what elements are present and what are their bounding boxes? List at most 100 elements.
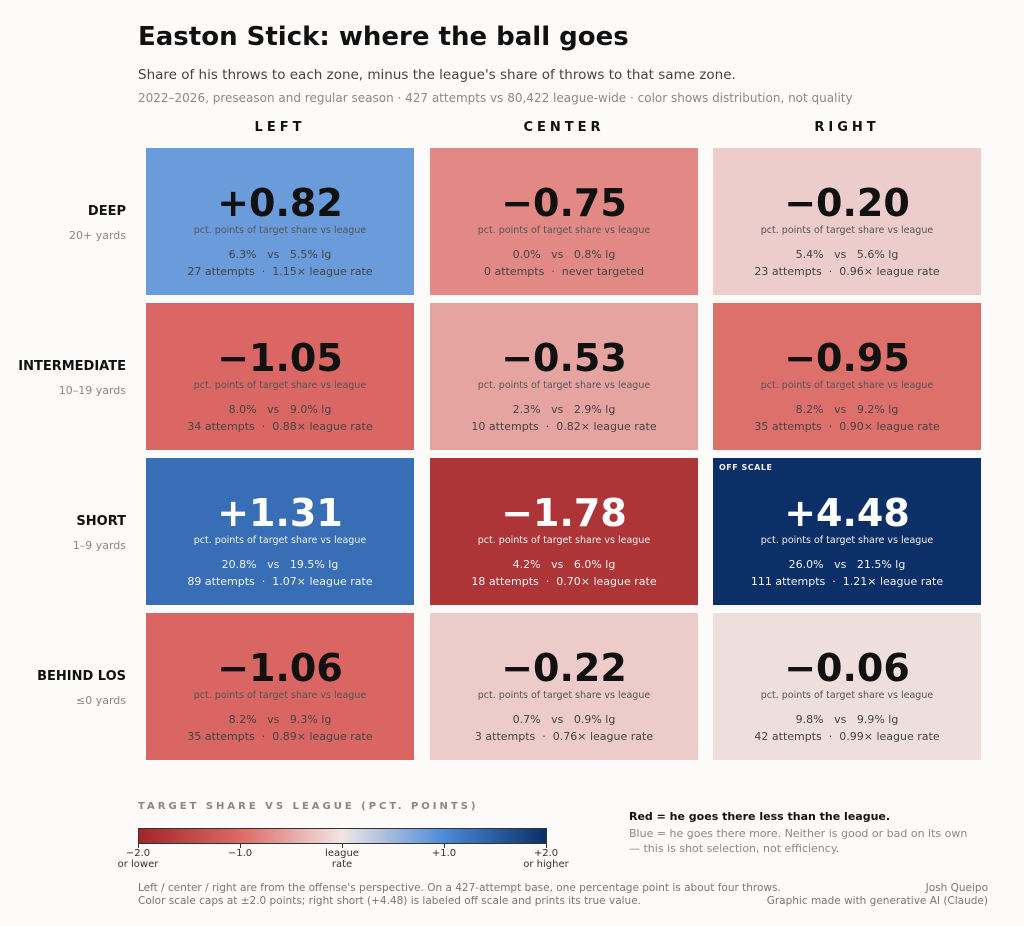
cell-value: +1.31: [217, 491, 343, 535]
color-scale-tick-label: −1.0: [200, 848, 280, 859]
cell-value: −0.95: [784, 336, 910, 380]
row-name: SHORT: [76, 514, 126, 529]
tick-label-line: league: [325, 848, 359, 859]
credit-tool: Graphic made with generative AI (Claude): [766, 895, 988, 907]
row-header-intermediate: INTERMEDIATE 10–19 yards: [0, 359, 126, 397]
row-name: INTERMEDIATE: [18, 359, 126, 374]
off-scale-flag: OFF SCALE: [719, 463, 773, 472]
cell-value: −1.05: [217, 336, 343, 380]
cell-unit: pct. points of target share vs league: [760, 690, 934, 701]
color-scale-tick: [444, 844, 445, 848]
heatmap-cell-intermediate-left: −1.05 pct. points of target share vs leag…: [146, 303, 414, 450]
color-scale-tick: [138, 844, 139, 848]
cell-share-comparison: 0.7% vs 0.9% lg: [512, 713, 616, 726]
cell-attempts: 23 attempts · 0.96× league rate: [754, 265, 940, 278]
row-yardage: 10–19 yards: [58, 384, 126, 397]
cell-share-comparison: 20.8% vs 19.5% lg: [221, 558, 339, 571]
cell-attempts: 18 attempts · 0.70× league rate: [471, 575, 657, 588]
cell-share-comparison: 8.2% vs 9.3% lg: [228, 713, 332, 726]
cell-unit: pct. points of target share vs league: [760, 380, 934, 391]
cell-value: −1.78: [501, 491, 627, 535]
cell-attempts: 27 attempts · 1.15× league rate: [187, 265, 373, 278]
tick-label-line: −1.0: [227, 848, 253, 859]
row-header-behind-los: BEHIND LOS ≤0 yards: [0, 669, 126, 707]
heatmap-cell-deep-left: +0.82 pct. points of target share vs leag…: [146, 148, 414, 295]
color-scale-tick: [240, 844, 241, 848]
cell-share-comparison: 0.0% vs 0.8% lg: [512, 248, 616, 261]
key-blue-meaning: Blue = he goes there more. Neither is go…: [629, 827, 968, 855]
cell-unit: pct. points of target share vs league: [477, 380, 651, 391]
cell-unit: pct. points of target share vs league: [760, 535, 934, 546]
heatmap-cell-short-right: +4.48 pct. points of target share vs leag…: [713, 458, 981, 605]
cell-attempts: 42 attempts · 0.99× league rate: [754, 730, 940, 743]
chart-subtitle: Share of his throws to each zone, minus …: [138, 67, 736, 83]
cell-attempts: 111 attempts · 1.21× league rate: [750, 575, 944, 588]
row-header-short: SHORT 1–9 yards: [0, 514, 126, 552]
color-scale-tick-label: −2.0 or lower: [98, 848, 178, 870]
cell-unit: pct. points of target share vs league: [760, 225, 934, 236]
cell-attempts: 0 attempts · never targeted: [483, 265, 645, 278]
heatmap-cell-deep-right: −0.20 pct. points of target share vs leag…: [713, 148, 981, 295]
cell-attempts: 10 attempts · 0.82× league rate: [471, 420, 657, 433]
footnote-line: Color scale caps at ±2.0 points; right s…: [138, 895, 641, 907]
cell-attempts: 35 attempts · 0.89× league rate: [187, 730, 373, 743]
color-scale-tick: [546, 844, 547, 848]
color-scale-tick-label: +1.0: [404, 848, 484, 859]
heatmap-cell-behind-los-left: −1.06 pct. points of target share vs leag…: [146, 613, 414, 760]
cell-share-comparison: 9.8% vs 9.9% lg: [795, 713, 899, 726]
cell-value: −1.06: [217, 646, 343, 690]
tick-label-line: +1.0: [431, 848, 457, 859]
credit-author: Josh Queipo: [925, 882, 988, 894]
key-red-meaning: Red = he goes there less than the league…: [629, 810, 891, 823]
credit: Josh Queipo Graphic made with generative…: [767, 882, 988, 908]
color-scale-tick-label: +2.0 or higher: [506, 848, 586, 870]
cell-share-comparison: 8.0% vs 9.0% lg: [228, 403, 332, 416]
tick-label-line: rate: [331, 859, 353, 870]
cell-unit: pct. points of target share vs league: [477, 535, 651, 546]
heatmap-cell-intermediate-right: −0.95 pct. points of target share vs leag…: [713, 303, 981, 450]
heatmap-cell-short-left: +1.31 pct. points of target share vs leag…: [146, 458, 414, 605]
column-header-left: LEFT: [254, 120, 306, 135]
heatmap-cell-behind-los-right: −0.06 pct. points of target share vs leag…: [713, 613, 981, 760]
cell-attempts: 89 attempts · 1.07× league rate: [187, 575, 373, 588]
tick-label-line: −2.0: [125, 848, 151, 859]
column-header-right: RIGHT: [814, 120, 880, 135]
cell-value: −0.53: [501, 336, 627, 380]
color-scale-tick: [342, 844, 343, 848]
heatmap-cell-behind-los-center: −0.22 pct. points of target share vs leag…: [430, 613, 698, 760]
row-yardage: 1–9 yards: [72, 539, 126, 552]
cell-unit: pct. points of target share vs league: [477, 225, 651, 236]
chart-title: Easton Stick: where the ball goes: [138, 22, 629, 52]
row-yardage: 20+ yards: [68, 229, 126, 242]
row-name: DEEP: [87, 204, 126, 219]
legend-title: TARGET SHARE VS LEAGUE (PCT. POINTS): [138, 801, 479, 812]
cell-value: +4.48: [784, 491, 910, 535]
cell-value: +0.82: [217, 181, 343, 225]
tick-label-line: or higher: [523, 859, 569, 870]
cell-value: −0.20: [784, 181, 910, 225]
cell-attempts: 34 attempts · 0.88× league rate: [187, 420, 373, 433]
cell-value: −0.22: [501, 646, 627, 690]
color-scale-tick-label: league rate: [302, 848, 382, 870]
cell-unit: pct. points of target share vs league: [477, 690, 651, 701]
row-name: BEHIND LOS: [37, 669, 126, 684]
color-scale-bar: [138, 828, 547, 844]
heatmap-cell-intermediate-center: −0.53 pct. points of target share vs leag…: [430, 303, 698, 450]
cell-share-comparison: 4.2% vs 6.0% lg: [512, 558, 616, 571]
cell-share-comparison: 2.3% vs 2.9% lg: [512, 403, 616, 416]
row-header-deep: DEEP 20+ yards: [0, 204, 126, 242]
cell-value: −0.06: [784, 646, 910, 690]
cell-share-comparison: 6.3% vs 5.5% lg: [228, 248, 332, 261]
chart-note: 2022–2026, preseason and regular season …: [138, 91, 853, 105]
row-yardage: ≤0 yards: [75, 694, 126, 707]
cell-unit: pct. points of target share vs league: [193, 535, 367, 546]
heatmap-cell-deep-center: −0.75 pct. points of target share vs leag…: [430, 148, 698, 295]
cell-share-comparison: 8.2% vs 9.2% lg: [795, 403, 899, 416]
cell-value: −0.75: [501, 181, 627, 225]
column-header-center: CENTER: [523, 120, 605, 135]
footnote: Left / center / right are from the offen…: [138, 882, 781, 908]
cell-share-comparison: 26.0% vs 21.5% lg: [788, 558, 906, 571]
heatmap-cell-short-center: −1.78 pct. points of target share vs leag…: [430, 458, 698, 605]
cell-attempts: 3 attempts · 0.76× league rate: [474, 730, 654, 743]
tick-label-line: or lower: [117, 859, 159, 870]
